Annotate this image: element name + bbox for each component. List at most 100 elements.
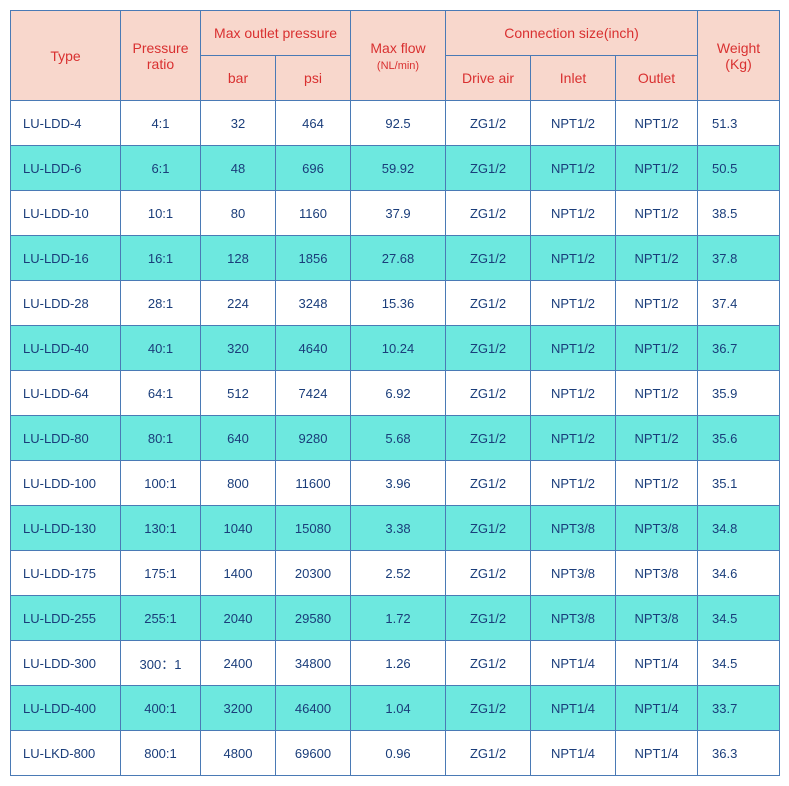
header-max-flow-label: Max flow — [370, 40, 425, 56]
cell-bar: 80 — [201, 191, 276, 236]
cell-bar: 32 — [201, 101, 276, 146]
cell-drive: ZG1/2 — [446, 146, 531, 191]
cell-flow: 92.5 — [351, 101, 446, 146]
cell-outlet: NPT1/2 — [616, 281, 698, 326]
cell-outlet: NPT1/2 — [616, 101, 698, 146]
cell-ratio: 28:1 — [121, 281, 201, 326]
cell-bar: 512 — [201, 371, 276, 416]
cell-bar: 48 — [201, 146, 276, 191]
cell-psi: 15080 — [276, 506, 351, 551]
table-header: Type Pressure ratio Max outlet pressure … — [11, 11, 780, 101]
cell-ratio: 130:1 — [121, 506, 201, 551]
header-max-outlet-pressure: Max outlet pressure — [201, 11, 351, 56]
cell-drive: ZG1/2 — [446, 551, 531, 596]
cell-drive: ZG1/2 — [446, 596, 531, 641]
cell-outlet: NPT1/2 — [616, 146, 698, 191]
cell-drive: ZG1/2 — [446, 101, 531, 146]
table-row: LU-LDD-255255:12040295801.72ZG1/2NPT3/8N… — [11, 596, 780, 641]
cell-type: LU-LDD-80 — [11, 416, 121, 461]
cell-psi: 1856 — [276, 236, 351, 281]
cell-outlet: NPT1/2 — [616, 416, 698, 461]
cell-ratio: 80:1 — [121, 416, 201, 461]
header-inlet: Inlet — [531, 56, 616, 101]
cell-flow: 10.24 — [351, 326, 446, 371]
cell-drive: ZG1/2 — [446, 236, 531, 281]
cell-weight: 33.7 — [698, 686, 780, 731]
cell-flow: 15.36 — [351, 281, 446, 326]
cell-bar: 1400 — [201, 551, 276, 596]
cell-drive: ZG1/2 — [446, 281, 531, 326]
table-row: LU-LDD-1616:1128185627.68ZG1/2NPT1/2NPT1… — [11, 236, 780, 281]
header-max-flow-unit: (NL/min) — [377, 60, 419, 72]
cell-ratio: 4:1 — [121, 101, 201, 146]
cell-weight: 36.7 — [698, 326, 780, 371]
cell-flow: 0.96 — [351, 731, 446, 776]
header-connection-size: Connection size(inch) — [446, 11, 698, 56]
cell-inlet: NPT1/2 — [531, 461, 616, 506]
cell-psi: 3248 — [276, 281, 351, 326]
cell-weight: 37.8 — [698, 236, 780, 281]
cell-psi: 29580 — [276, 596, 351, 641]
cell-weight: 35.9 — [698, 371, 780, 416]
cell-outlet: NPT1/2 — [616, 461, 698, 506]
cell-flow: 1.72 — [351, 596, 446, 641]
cell-drive: ZG1/2 — [446, 416, 531, 461]
cell-psi: 464 — [276, 101, 351, 146]
header-psi: psi — [276, 56, 351, 101]
cell-weight: 38.5 — [698, 191, 780, 236]
cell-flow: 2.52 — [351, 551, 446, 596]
cell-flow: 3.38 — [351, 506, 446, 551]
spec-table: Type Pressure ratio Max outlet pressure … — [10, 10, 780, 776]
cell-inlet: NPT3/8 — [531, 551, 616, 596]
table-row: LU-LKD-800800:14800696000.96ZG1/2NPT1/4N… — [11, 731, 780, 776]
cell-weight: 37.4 — [698, 281, 780, 326]
cell-inlet: NPT1/4 — [531, 641, 616, 686]
table-row: LU-LDD-66:14869659.92ZG1/2NPT1/2NPT1/250… — [11, 146, 780, 191]
cell-inlet: NPT1/2 — [531, 101, 616, 146]
cell-drive: ZG1/2 — [446, 191, 531, 236]
cell-weight: 51.3 — [698, 101, 780, 146]
cell-type: LU-LDD-16 — [11, 236, 121, 281]
cell-psi: 9280 — [276, 416, 351, 461]
cell-flow: 3.96 — [351, 461, 446, 506]
cell-psi: 1160 — [276, 191, 351, 236]
cell-outlet: NPT3/8 — [616, 596, 698, 641]
cell-type: LU-LDD-400 — [11, 686, 121, 731]
table-body: LU-LDD-44:13246492.5ZG1/2NPT1/2NPT1/251.… — [11, 101, 780, 776]
cell-inlet: NPT3/8 — [531, 596, 616, 641]
cell-outlet: NPT3/8 — [616, 506, 698, 551]
table-row: LU-LDD-400400:13200464001.04ZG1/2NPT1/4N… — [11, 686, 780, 731]
cell-inlet: NPT1/2 — [531, 371, 616, 416]
cell-outlet: NPT1/2 — [616, 371, 698, 416]
header-max-flow: Max flow (NL/min) — [351, 11, 446, 101]
cell-flow: 1.04 — [351, 686, 446, 731]
cell-drive: ZG1/2 — [446, 686, 531, 731]
header-outlet: Outlet — [616, 56, 698, 101]
cell-type: LU-LDD-40 — [11, 326, 121, 371]
cell-bar: 4800 — [201, 731, 276, 776]
cell-outlet: NPT1/2 — [616, 326, 698, 371]
header-bar: bar — [201, 56, 276, 101]
header-weight-label: Weight — [717, 40, 760, 56]
cell-weight: 34.6 — [698, 551, 780, 596]
cell-inlet: NPT1/2 — [531, 236, 616, 281]
cell-inlet: NPT1/2 — [531, 146, 616, 191]
table-row: LU-LDD-8080:164092805.68ZG1/2NPT1/2NPT1/… — [11, 416, 780, 461]
cell-weight: 34.5 — [698, 641, 780, 686]
cell-flow: 5.68 — [351, 416, 446, 461]
cell-bar: 224 — [201, 281, 276, 326]
cell-weight: 50.5 — [698, 146, 780, 191]
cell-outlet: NPT1/4 — [616, 731, 698, 776]
cell-ratio: 255:1 — [121, 596, 201, 641]
cell-drive: ZG1/2 — [446, 461, 531, 506]
header-weight-unit: (Kg) — [725, 56, 751, 72]
cell-outlet: NPT1/2 — [616, 236, 698, 281]
cell-psi: 4640 — [276, 326, 351, 371]
cell-psi: 696 — [276, 146, 351, 191]
table-row: LU-LDD-44:13246492.5ZG1/2NPT1/2NPT1/251.… — [11, 101, 780, 146]
cell-ratio: 10:1 — [121, 191, 201, 236]
table-row: LU-LDD-175175:11400203002.52ZG1/2NPT3/8N… — [11, 551, 780, 596]
cell-type: LU-LDD-300 — [11, 641, 121, 686]
table-row: LU-LDD-130130:11040150803.38ZG1/2NPT3/8N… — [11, 506, 780, 551]
cell-drive: ZG1/2 — [446, 641, 531, 686]
